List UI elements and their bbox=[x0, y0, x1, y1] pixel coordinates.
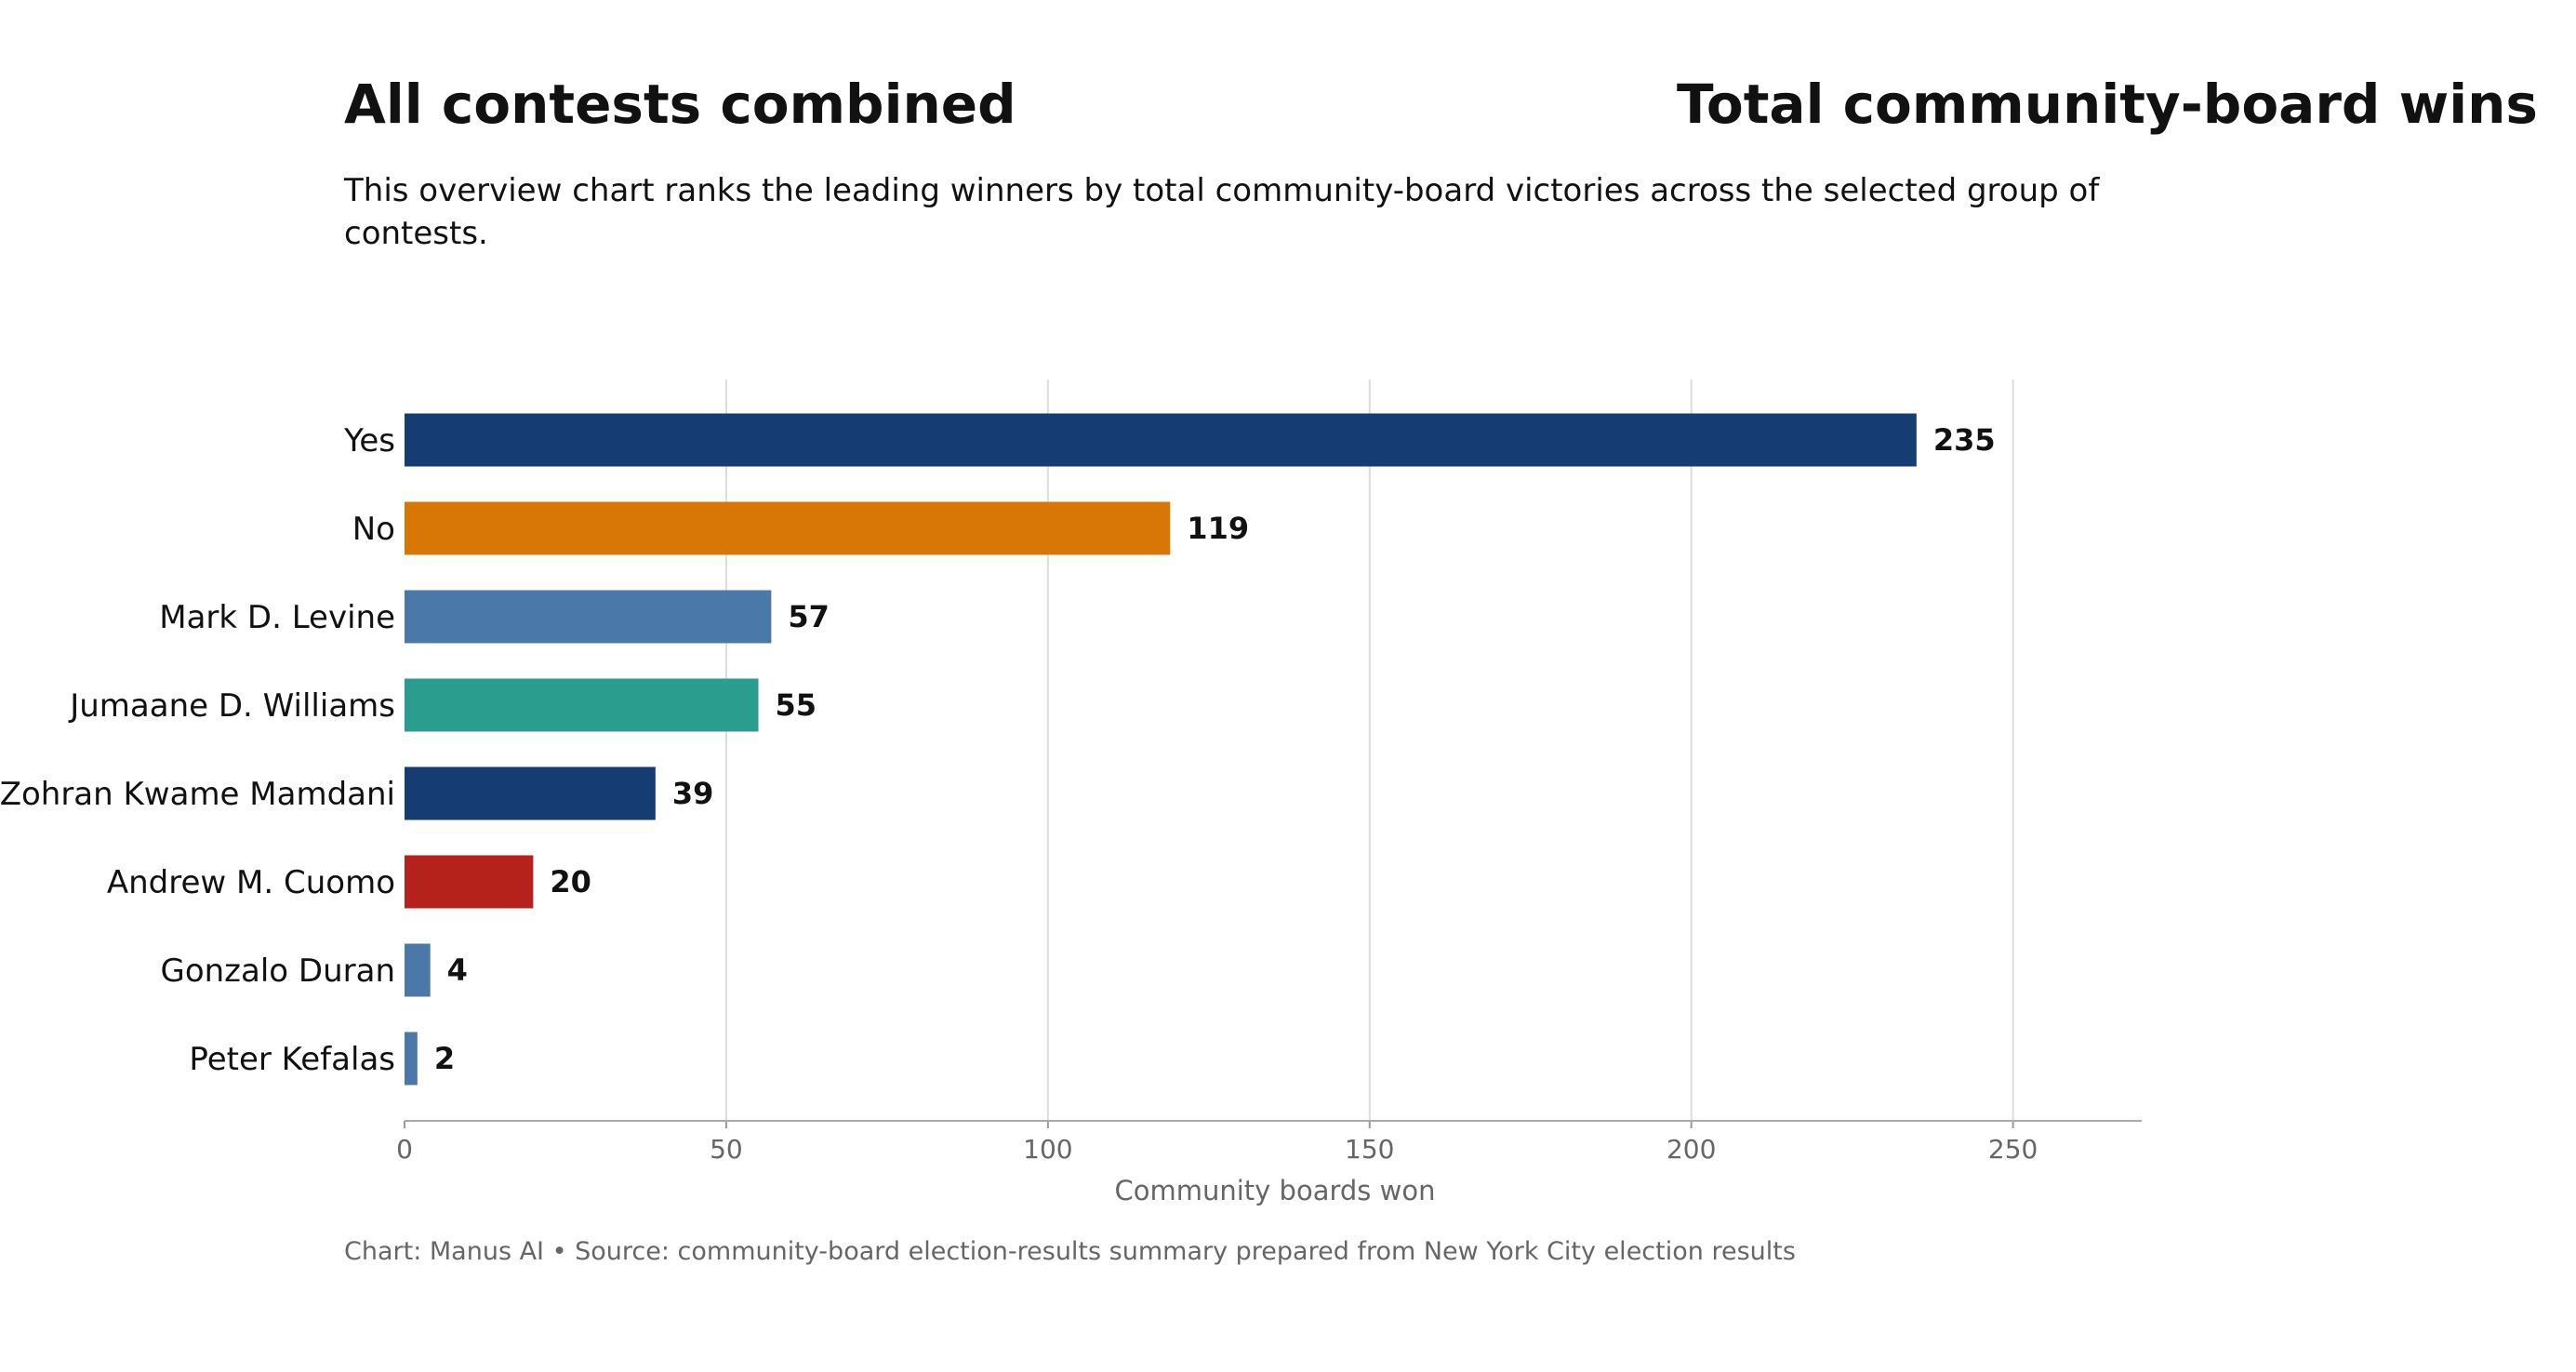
category-label: Gonzalo Duran bbox=[160, 952, 395, 990]
value-label: 119 bbox=[1187, 511, 1249, 546]
bar bbox=[405, 766, 656, 820]
source-note: Chart: Manus AI • Source: community-boar… bbox=[344, 1237, 1796, 1266]
bar bbox=[405, 501, 1171, 555]
bar bbox=[405, 590, 772, 644]
bar-chart: 0 50 100 150 200 250 Yes 235 No 119 Mark D. Levin… bbox=[0, 380, 2142, 1206]
bars bbox=[405, 413, 1917, 1086]
value-label: 57 bbox=[788, 599, 830, 634]
category-label: Yes bbox=[343, 422, 395, 460]
bar bbox=[405, 943, 431, 997]
x-tick-label: 50 bbox=[710, 1134, 743, 1165]
bar bbox=[405, 855, 534, 909]
bar bbox=[405, 678, 759, 732]
x-axis: 0 50 100 150 200 250 bbox=[396, 1120, 2142, 1165]
x-axis-title: Community boards won bbox=[1115, 1175, 1436, 1206]
x-tick-label: 200 bbox=[1666, 1134, 1716, 1165]
value-label: 55 bbox=[776, 687, 817, 723]
x-tick-label: 0 bbox=[396, 1134, 413, 1165]
gridlines bbox=[724, 380, 2014, 1121]
value-label: 235 bbox=[1933, 422, 1996, 458]
x-tick-label: 250 bbox=[1988, 1134, 2038, 1165]
category-label: Jumaane D. Williams bbox=[68, 687, 395, 725]
chart-title: All contests combined bbox=[344, 73, 1016, 136]
category-label: Mark D. Levine bbox=[159, 599, 395, 636]
value-label: 20 bbox=[550, 864, 591, 899]
chart-subtitle: This overview chart ranks the leading wi… bbox=[344, 172, 2100, 252]
category-labels: Yes 235 No 119 Mark D. Levine 57 Jumaane D. Wi… bbox=[0, 422, 1996, 1078]
bar bbox=[405, 413, 1917, 467]
panel-title: Total community-board wins bbox=[1677, 73, 2538, 136]
bar bbox=[405, 1032, 418, 1086]
category-label: Peter Kefalas bbox=[189, 1041, 395, 1078]
x-tick-label: 150 bbox=[1345, 1134, 1394, 1165]
category-label: Zohran Kwame Mamdani bbox=[0, 776, 395, 813]
x-tick-label: 100 bbox=[1023, 1134, 1072, 1165]
category-label: Andrew M. Cuomo bbox=[107, 864, 395, 901]
category-label: No bbox=[352, 511, 395, 548]
value-label: 39 bbox=[672, 776, 714, 811]
value-label: 2 bbox=[434, 1041, 455, 1076]
value-label: 4 bbox=[447, 952, 468, 988]
